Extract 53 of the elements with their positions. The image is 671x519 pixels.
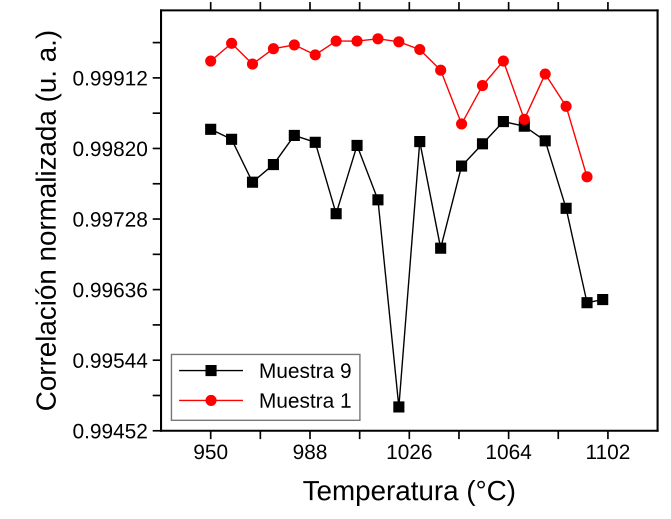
point xyxy=(581,297,593,308)
point xyxy=(226,38,238,49)
point xyxy=(456,160,468,172)
y-axis-title: Correlación normalizada (u. a.) xyxy=(35,32,62,410)
point xyxy=(393,401,404,413)
x-tick-label: 1026 xyxy=(388,444,432,460)
y-tick-label: 0.99912 xyxy=(73,70,147,86)
point xyxy=(498,55,509,67)
point xyxy=(351,36,363,47)
point xyxy=(310,136,321,148)
point xyxy=(205,124,216,135)
point xyxy=(581,171,593,182)
x-tick-label: 1064 xyxy=(487,444,532,460)
point xyxy=(414,44,426,56)
point xyxy=(372,33,384,44)
point xyxy=(372,194,384,206)
point xyxy=(540,68,551,80)
point xyxy=(330,208,342,220)
point xyxy=(393,36,404,48)
point xyxy=(226,134,238,145)
point xyxy=(330,36,342,47)
point xyxy=(476,80,488,92)
point xyxy=(205,55,216,67)
x-axis-title: Temperatura (°C) xyxy=(303,480,514,506)
point xyxy=(351,140,363,151)
legend-label: Muestra 1 xyxy=(260,393,351,408)
x-tick-label: 1102 xyxy=(587,444,630,460)
legend-label: Muestra 9 xyxy=(260,363,351,378)
point xyxy=(288,130,300,141)
point xyxy=(518,114,530,125)
point xyxy=(540,135,551,146)
point xyxy=(560,100,572,112)
x-tick-label: 988 xyxy=(294,444,326,460)
point xyxy=(246,176,258,188)
y-tick-label: 0.99636 xyxy=(73,282,147,298)
point xyxy=(597,294,608,306)
point xyxy=(268,43,279,54)
point xyxy=(498,116,509,128)
point xyxy=(560,202,572,214)
point xyxy=(456,118,468,130)
point xyxy=(476,138,488,150)
point xyxy=(435,242,446,254)
point xyxy=(288,39,300,50)
point xyxy=(435,64,446,76)
y-tick-label: 0.99820 xyxy=(73,141,148,156)
point xyxy=(310,49,321,60)
y-tick-label: 0.99728 xyxy=(73,212,147,227)
x-tick-label: 950 xyxy=(194,444,228,460)
y-tick-label: 0.99544 xyxy=(73,353,148,368)
y-tick-label: 0.99452 xyxy=(73,424,147,439)
point xyxy=(246,58,258,70)
point xyxy=(268,159,279,170)
point xyxy=(414,136,426,148)
